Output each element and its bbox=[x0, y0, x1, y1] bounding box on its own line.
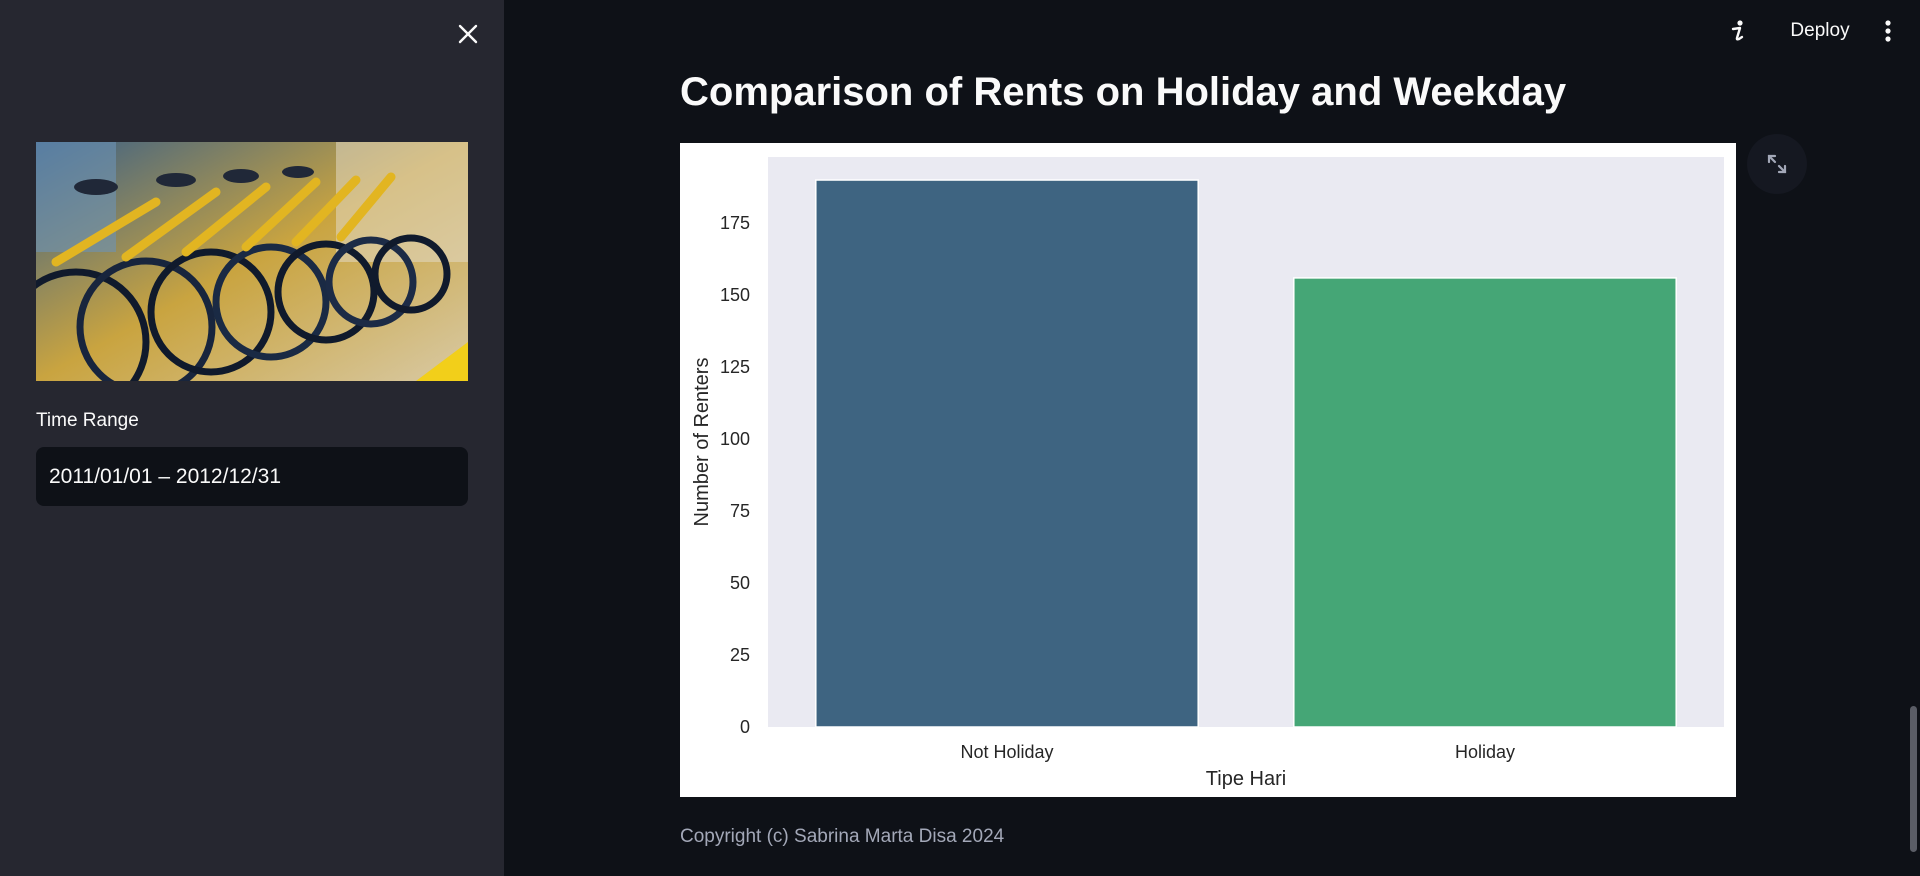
bar-chart-svg: 0 25 50 75 100 125 150 175 Not Holiday Holiday Tip… bbox=[691, 157, 1724, 790]
y-tick-label: 150 bbox=[720, 285, 750, 305]
x-tick-label: Holiday bbox=[1455, 742, 1515, 762]
bar-not-holiday bbox=[815, 179, 1199, 728]
x-axis-label: Tipe Hari bbox=[1206, 768, 1286, 790]
bar-holiday bbox=[1293, 277, 1677, 728]
y-axis-label: Number of Renters bbox=[691, 358, 713, 527]
bar-chart: 0 25 50 75 100 125 150 175 Not Holiday Holiday Tip… bbox=[680, 143, 1736, 797]
y-tick-label: 50 bbox=[730, 573, 750, 593]
page-scrollbar[interactable] bbox=[1910, 706, 1917, 852]
copyright-text: Copyright (c) Sabrina Marta Disa 2024 bbox=[680, 826, 1005, 847]
app-header: Deploy bbox=[504, 0, 1920, 62]
time-range-value: 2011/01/01 – 2012/12/31 bbox=[49, 464, 281, 488]
page-title: Comparison of Rents on Holiday and Weekd… bbox=[680, 70, 1567, 114]
x-tick-label: Not Holiday bbox=[960, 742, 1053, 762]
info-icon bbox=[1731, 20, 1744, 41]
time-range-input[interactable]: 2011/01/01 – 2012/12/31 bbox=[36, 447, 468, 506]
y-tick-label: 125 bbox=[720, 357, 750, 377]
expand-icon bbox=[1767, 154, 1787, 174]
close-icon bbox=[458, 24, 478, 44]
sidebar: Time Range 2011/01/01 – 2012/12/31 bbox=[0, 0, 504, 876]
y-tick-label: 100 bbox=[720, 429, 750, 449]
deploy-button[interactable]: Deploy bbox=[1790, 20, 1850, 41]
main-menu-button[interactable] bbox=[1870, 12, 1906, 50]
y-tick-label: 0 bbox=[740, 717, 750, 737]
y-tick-label: 175 bbox=[720, 213, 750, 233]
kebab-menu-icon bbox=[1885, 20, 1891, 42]
bicycles-image bbox=[36, 142, 468, 381]
y-tick-label: 75 bbox=[730, 501, 750, 521]
info-button[interactable] bbox=[1720, 12, 1756, 50]
close-sidebar-button[interactable] bbox=[452, 18, 484, 50]
fullscreen-button[interactable] bbox=[1747, 134, 1807, 194]
y-tick-label: 25 bbox=[730, 645, 750, 665]
time-range-label: Time Range bbox=[36, 410, 139, 431]
